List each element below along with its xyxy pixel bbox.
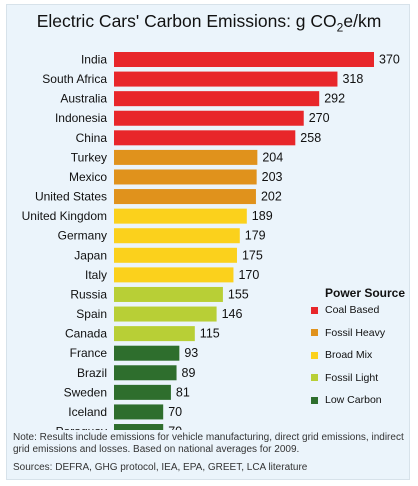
value-label-sweden: 81 — [176, 385, 190, 399]
value-label-brazil: 89 — [182, 366, 196, 380]
value-label-indonesia: 270 — [309, 111, 330, 125]
legend-swatch-coal-based — [311, 306, 318, 314]
chart-title: Electric Cars' Carbon Emissions: g CO2e/… — [0, 11, 418, 35]
category-label-china: China — [76, 131, 108, 145]
chart-title-subscript: 2 — [336, 20, 344, 35]
legend-label-broad-mix: Broad Mix — [325, 349, 373, 361]
bar-chart: India South Africa Australia Indonesia China… — [22, 52, 400, 430]
bar-japan — [114, 247, 237, 263]
category-label-united-kingdom: United Kingdom — [22, 209, 107, 223]
bar-iceland — [114, 404, 164, 420]
value-label-united-states: 202 — [261, 190, 282, 204]
chart-title-main: Electric Cars' Carbon Emissions: g CO — [36, 11, 337, 31]
value-label-spain: 146 — [222, 307, 243, 321]
bar-south-africa — [114, 71, 338, 87]
category-label-mexico: Mexico — [69, 170, 107, 184]
bar-india — [114, 52, 374, 67]
value-label-united-kingdom: 189 — [252, 209, 273, 223]
legend-swatch-fossil-heavy — [311, 329, 318, 336]
legend-label-fossil-heavy: Fossil Heavy — [325, 326, 386, 339]
category-label-united-states: United States — [35, 190, 107, 204]
value-label-china: 258 — [300, 131, 321, 145]
bar-turkey — [114, 149, 258, 165]
value-label-canada: 115 — [200, 327, 220, 341]
value-label-australia: 292 — [324, 92, 345, 106]
value-label-india: 370 — [379, 53, 400, 67]
legend-label-low-carbon: Low Carbon — [325, 394, 382, 406]
sources-line: Sources: DEFRA, GHG protocol, IEA, EPA, … — [13, 462, 308, 473]
legend-swatch-low-carbon — [311, 396, 318, 404]
bar-china — [114, 130, 296, 146]
legend-swatch-broad-mix — [311, 351, 318, 359]
bar-indonesia — [114, 110, 304, 126]
category-label-paraguay: Paraguay — [56, 425, 107, 430]
category-label-france: France — [70, 346, 108, 360]
legend-swatch-fossil-light — [311, 374, 318, 381]
category-label-indonesia: Indonesia — [55, 111, 107, 125]
legend-title: Power Source — [325, 286, 406, 300]
category-label-sweden: Sweden — [64, 385, 107, 399]
value-label-japan: 175 — [242, 248, 263, 262]
legend-item-low-carbon: Low Carbon — [311, 394, 382, 406]
category-label-japan: Japan — [74, 248, 107, 262]
value-label-italy: 170 — [238, 268, 259, 282]
bar-brazil — [114, 365, 177, 381]
legend-label-fossil-light: Fossil Light — [325, 371, 379, 384]
category-label-india: India — [81, 53, 107, 67]
legend-item-fossil-heavy: Fossil Heavy — [311, 327, 385, 339]
category-label-brazil: Brazil — [77, 366, 107, 380]
chart-title-suffix: e/km — [343, 11, 382, 31]
legend-label-coal-based: Coal Based — [325, 304, 380, 316]
bar-russia — [114, 286, 223, 302]
category-label-turkey: Turkey — [71, 150, 107, 164]
bar-united-states — [114, 189, 256, 205]
value-label-russia: 155 — [228, 287, 249, 301]
footnote: Note: Results include emissions for vehi… — [13, 432, 404, 455]
bar-canada — [114, 326, 195, 342]
category-label-italy: Italy — [85, 268, 107, 282]
bar-united-kingdom — [114, 208, 247, 224]
value-label-mexico: 203 — [262, 170, 283, 184]
bar-france — [114, 345, 180, 361]
value-label-iceland: 70 — [168, 405, 182, 419]
category-label-australia: Australia — [60, 92, 107, 106]
legend-item-fossil-light: Fossil Light — [311, 372, 378, 384]
legend-item-broad-mix: Broad Mix — [311, 349, 372, 361]
bar-sweden — [114, 384, 171, 400]
category-label-canada: Canada — [65, 327, 107, 341]
value-label-turkey: 204 — [262, 150, 283, 164]
value-label-france: 93 — [184, 346, 198, 360]
bar-germany — [114, 228, 240, 244]
bar-italy — [114, 267, 234, 283]
value-label-germany: 179 — [245, 229, 266, 243]
value-label-south-africa: 318 — [342, 72, 363, 86]
category-label-iceland: Iceland — [68, 405, 107, 419]
legend-item-coal-based: Coal Based — [311, 304, 379, 316]
bar-paraguay — [114, 424, 164, 430]
value-label-paraguay: 70 — [168, 425, 182, 430]
category-label-south-africa: South Africa — [42, 72, 107, 86]
category-label-spain: Spain — [76, 307, 107, 321]
bar-australia — [114, 91, 320, 107]
bar-spain — [114, 306, 217, 322]
category-label-germany: Germany — [58, 229, 107, 243]
category-label-russia: Russia — [70, 287, 107, 301]
bar-mexico — [114, 169, 257, 185]
